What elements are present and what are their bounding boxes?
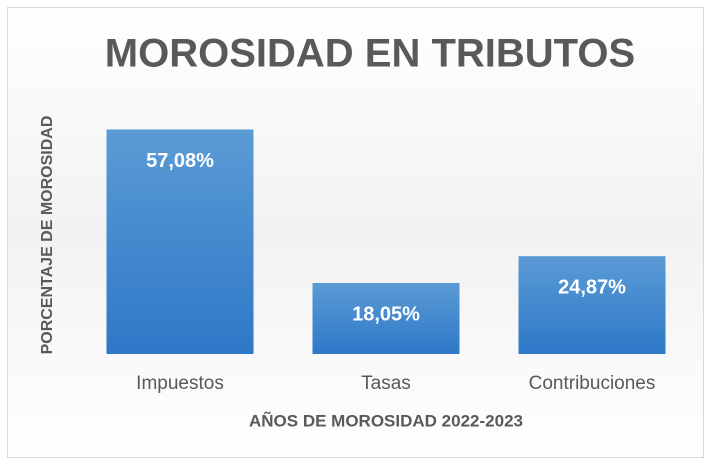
x-tick-label: Impuestos [136,373,224,394]
bar [106,129,254,354]
data-label: 24,87% [558,276,626,298]
bar [518,256,666,354]
y-axis-title: PORCENTAJE DE MOROSIDAD [39,116,56,355]
bar [312,283,460,354]
x-axis-title: AÑOS DE MOROSIDAD 2022-2023 [249,410,523,430]
data-label: 18,05% [352,303,420,325]
chart-title: MOROSIDAD EN TRIBUTOS [105,32,635,76]
x-tick-label: Tasas [361,373,411,394]
data-label: 57,08% [146,150,214,172]
x-tick-label: Contribuciones [529,373,656,394]
